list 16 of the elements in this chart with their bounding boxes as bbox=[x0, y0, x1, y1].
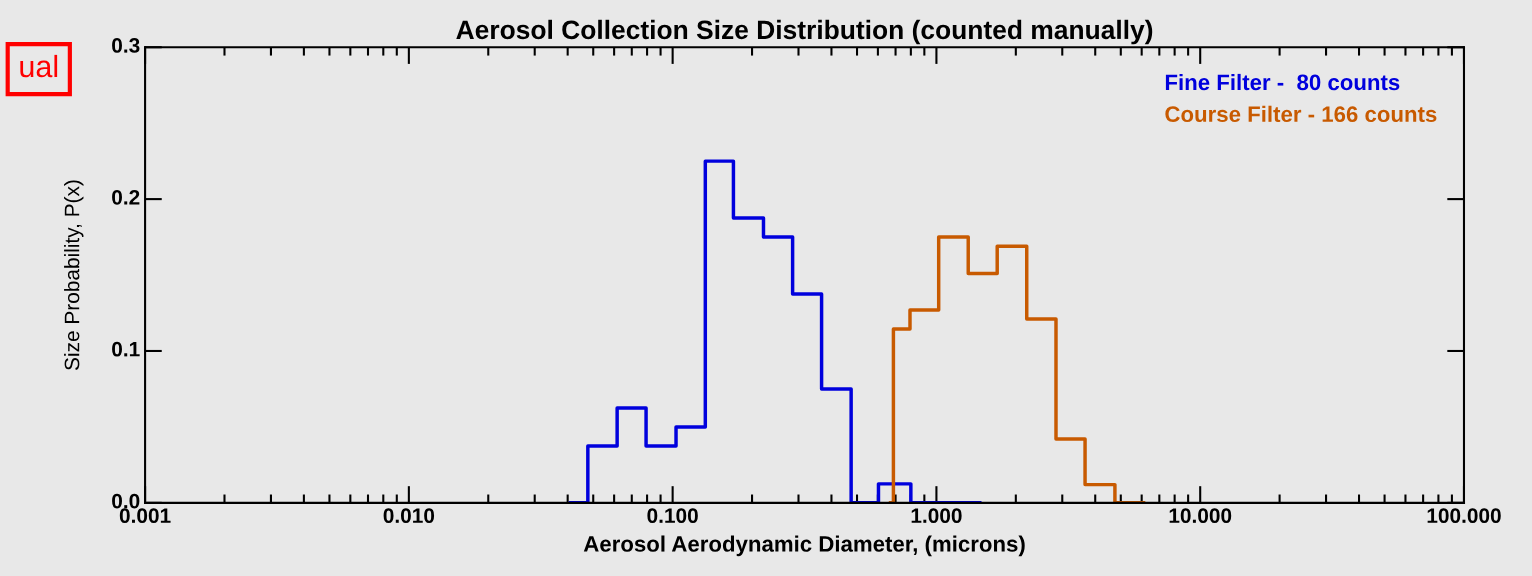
x-tick-label: 0.001 bbox=[119, 508, 171, 524]
x-tick-label: 0.010 bbox=[383, 508, 435, 524]
text: Fine Filter - 80 counts bbox=[1165, 73, 1400, 91]
y-tick-label: 0.0 bbox=[112, 493, 140, 509]
text: Course Filter - 166 counts bbox=[1165, 105, 1437, 123]
y-tick-label: 0.1 bbox=[112, 341, 140, 357]
text: ual bbox=[20, 54, 58, 78]
chart-title: Aerosol Collection Size Distribution (counted manually) bbox=[456, 19, 1153, 45]
x-tick-label: 0.100 bbox=[647, 508, 698, 524]
x-tick-label: 100.000 bbox=[1427, 508, 1501, 524]
y-axis-title: Size Probability, P(x) bbox=[64, 180, 84, 370]
x-tick-label: 1.000 bbox=[911, 508, 962, 524]
x-axis-title: Aerosol Aerodynamic Diameter, (microns) bbox=[583, 535, 1025, 557]
y-tick-label: 0.2 bbox=[112, 189, 140, 205]
y-tick-label: 0.3 bbox=[112, 38, 140, 53]
x-tick-label: 10.000 bbox=[1169, 508, 1232, 524]
